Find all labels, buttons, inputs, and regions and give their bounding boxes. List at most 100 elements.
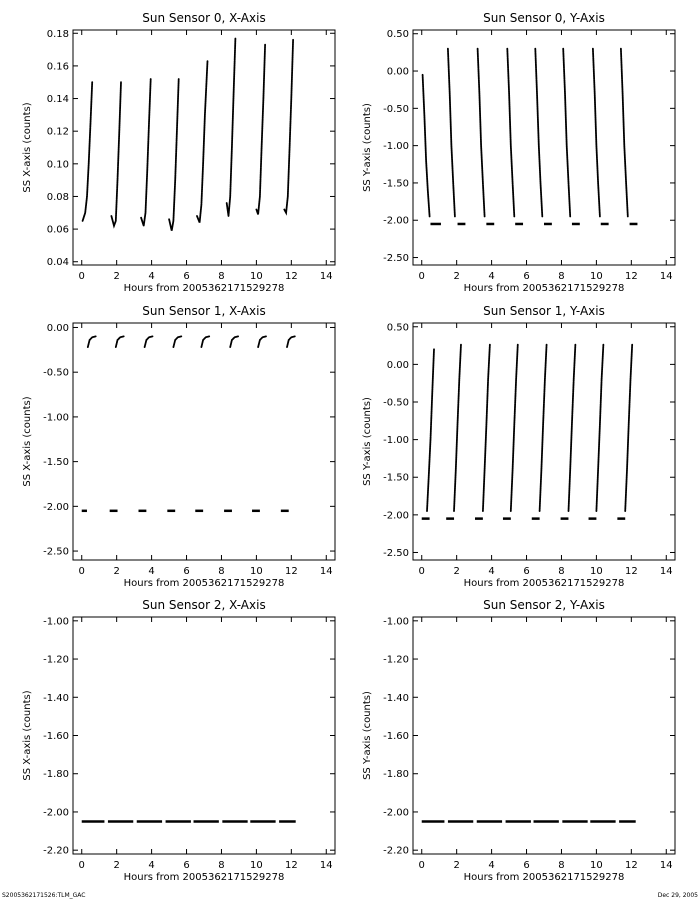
data-trace <box>110 81 122 229</box>
x-tick-label: 4 <box>488 271 494 282</box>
y-tick-label: 0.08 <box>47 192 69 203</box>
x-tick-label: 4 <box>488 566 494 577</box>
x-tick-label: 10 <box>590 271 603 282</box>
x-tick-label: 12 <box>625 271 638 282</box>
y-tick-label: -2.00 <box>383 510 409 521</box>
x-tick-label: 14 <box>660 271 673 282</box>
data-trace <box>562 47 572 218</box>
y-tick-label: -2.20 <box>383 846 409 857</box>
y-tick-label: -1.00 <box>383 616 409 627</box>
x-tick-label: 10 <box>250 271 263 282</box>
data-trace <box>624 343 634 513</box>
data-trace <box>172 335 183 349</box>
y-tick-label: -1.50 <box>383 473 409 484</box>
x-axis-label: Hours from 2005362171529278 <box>464 872 625 883</box>
chart-panel-ss2y: Sun Sensor 2, Y-Axis 0 2 4 6 8 10 12 14 -2.20 -2.0… <box>362 598 676 883</box>
plot-frame <box>412 616 676 855</box>
chart-title: Sun Sensor 1, Y-Axis <box>483 304 605 318</box>
data-trace <box>481 343 491 513</box>
y-tick-label: -0.50 <box>43 368 69 379</box>
data-trace <box>426 348 435 513</box>
x-tick-label: 8 <box>218 271 224 282</box>
plot-frame <box>72 322 336 561</box>
data-trace <box>81 81 94 222</box>
x-tick-label: 10 <box>590 860 603 871</box>
data-trace <box>446 47 456 218</box>
y-axis-label: SS X-axis (counts) <box>22 102 33 192</box>
data-trace <box>86 335 97 349</box>
y-tick-label: -2.00 <box>383 807 409 818</box>
data-trace <box>506 47 516 218</box>
data-trace <box>225 37 237 217</box>
y-tick-label: -1.40 <box>43 693 69 704</box>
y-tick-label: 0.10 <box>47 159 69 170</box>
x-tick-label: 2 <box>113 860 119 871</box>
y-tick-label: -1.80 <box>43 769 69 780</box>
data-trace <box>595 343 605 513</box>
y-tick-label: -2.00 <box>43 807 69 818</box>
y-tick-label: -2.50 <box>43 547 69 558</box>
y-axis-label: SS Y-axis (counts) <box>362 103 373 192</box>
data-trace <box>534 47 544 218</box>
y-tick-label: -1.50 <box>383 178 409 189</box>
x-tick-label: 2 <box>113 566 119 577</box>
chart-panel-ss0x: Sun Sensor 0, X-Axis 0 2 4 6 8 10 12 14 0.04 0.06 0… <box>22 11 336 294</box>
y-tick-label: -1.40 <box>383 693 409 704</box>
y-tick-label: -1.00 <box>383 141 409 152</box>
data-trace <box>476 47 486 218</box>
y-tick-label: 0.00 <box>387 67 409 78</box>
x-tick-label: 2 <box>113 271 119 282</box>
y-tick-label: -1.80 <box>383 769 409 780</box>
footer-date-label: Dec 29, 2005 <box>657 892 698 899</box>
x-tick-label: 0 <box>419 271 425 282</box>
x-tick-label: 0 <box>79 860 85 871</box>
y-tick-label: -1.00 <box>383 435 409 446</box>
x-tick-label: 8 <box>558 860 564 871</box>
y-tick-label: -0.50 <box>383 398 409 409</box>
x-tick-label: 12 <box>625 860 638 871</box>
x-tick-label: 10 <box>250 566 263 577</box>
chart-title: Sun Sensor 2, X-Axis <box>142 598 265 612</box>
x-tick-label: 0 <box>79 566 85 577</box>
x-tick-label: 2 <box>453 860 459 871</box>
x-tick-label: 6 <box>523 860 529 871</box>
chart-title: Sun Sensor 0, X-Axis <box>142 11 265 25</box>
data-trace <box>255 43 267 215</box>
x-tick-label: 14 <box>660 860 673 871</box>
x-tick-label: 14 <box>320 860 333 871</box>
data-trace <box>453 343 462 513</box>
x-axis-label: Hours from 2005362171529278 <box>464 283 625 294</box>
y-tick-label: -2.50 <box>383 253 409 264</box>
x-tick-label: 4 <box>488 860 494 871</box>
y-tick-label: 0.04 <box>47 257 69 268</box>
x-tick-label: 6 <box>523 271 529 282</box>
chart-title: Sun Sensor 1, X-Axis <box>142 304 265 318</box>
y-tick-label: 0.06 <box>47 225 69 236</box>
chart-panel-ss1y: Sun Sensor 1, Y-Axis 0 2 4 6 8 10 12 14 -2.50 -2.0… <box>362 304 676 589</box>
chart-panel-ss0y: Sun Sensor 0, Y-Axis 0 2 4 6 8 10 12 14 -2.50 -2.0… <box>362 11 676 294</box>
data-trace <box>509 343 519 513</box>
data-trace <box>592 47 601 218</box>
data-trace <box>168 78 180 231</box>
y-tick-label: -2.00 <box>43 502 69 513</box>
x-tick-label: 2 <box>453 271 459 282</box>
x-tick-label: 4 <box>148 860 154 871</box>
y-tick-label: -1.60 <box>383 731 409 742</box>
x-tick-label: 12 <box>285 566 298 577</box>
data-trace <box>286 335 296 349</box>
x-tick-label: 14 <box>660 566 673 577</box>
plot-frame <box>412 322 676 561</box>
plot-frame <box>72 616 336 855</box>
data-trace <box>200 335 211 349</box>
x-tick-label: 14 <box>320 566 333 577</box>
y-axis-label: SS X-axis (counts) <box>22 690 33 780</box>
x-tick-label: 14 <box>320 271 333 282</box>
y-tick-label: -1.50 <box>43 457 69 468</box>
x-axis-label: Hours from 2005362171529278 <box>124 283 285 294</box>
y-tick-label: -1.20 <box>383 655 409 666</box>
y-tick-label: 0.14 <box>47 94 69 105</box>
x-tick-label: 8 <box>558 566 564 577</box>
x-tick-label: 8 <box>558 271 564 282</box>
plot-frame <box>72 29 336 266</box>
data-trace <box>257 335 267 349</box>
